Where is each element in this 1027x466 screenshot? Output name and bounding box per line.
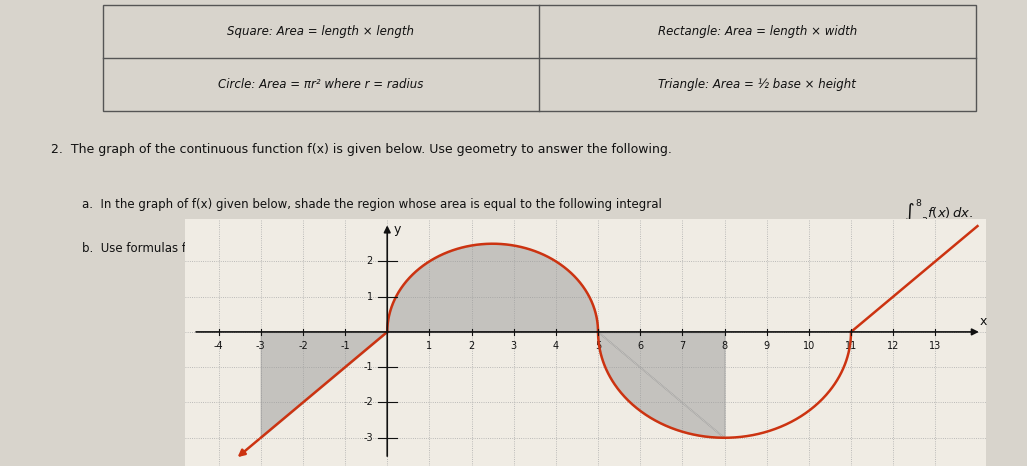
Text: 2.  The graph of the continuous function f(x) is given below. Use geometry to an: 2. The graph of the continuous function … <box>51 143 673 156</box>
Text: 1: 1 <box>367 292 373 302</box>
Text: -3: -3 <box>364 433 373 443</box>
Text: -2: -2 <box>298 341 308 351</box>
Text: -3: -3 <box>256 341 266 351</box>
Text: $\int_{-3}^{8} f(x)\,dx.$: $\int_{-3}^{8} f(x)\,dx.$ <box>688 267 757 296</box>
Text: 1: 1 <box>426 341 432 351</box>
Text: -1: -1 <box>364 362 373 372</box>
Text: 3: 3 <box>510 341 517 351</box>
Text: 10: 10 <box>803 341 815 351</box>
Text: 12: 12 <box>887 341 900 351</box>
Text: -1: -1 <box>340 341 350 351</box>
Text: y: y <box>393 223 401 235</box>
Text: 7: 7 <box>679 341 685 351</box>
Text: 6: 6 <box>637 341 643 351</box>
Text: $\int_{-3}^{8} f(x)\,dx.$: $\int_{-3}^{8} f(x)\,dx.$ <box>904 198 973 227</box>
Text: 9: 9 <box>764 341 770 351</box>
Text: 11: 11 <box>845 341 858 351</box>
Text: b.  Use formulas for the areas of shapes to evaluate the definite integral: b. Use formulas for the areas of shapes … <box>82 242 511 255</box>
Text: 2: 2 <box>468 341 474 351</box>
Text: Square: Area = length × length: Square: Area = length × length <box>227 25 415 38</box>
Text: 13: 13 <box>929 341 942 351</box>
Text: x: x <box>980 315 988 328</box>
Text: Triangle: Area = ½ base × height: Triangle: Area = ½ base × height <box>658 78 857 91</box>
Bar <box>103 5 976 111</box>
Text: 5: 5 <box>595 341 601 351</box>
Text: -2: -2 <box>364 397 373 407</box>
Text: a.  In the graph of f(x) given below, shade the region whose area is equal to th: a. In the graph of f(x) given below, sha… <box>82 198 662 211</box>
Text: 8: 8 <box>721 341 727 351</box>
Text: 4: 4 <box>553 341 559 351</box>
Text: -4: -4 <box>214 341 224 351</box>
Text: Circle: Area = πr² where r = radius: Circle: Area = πr² where r = radius <box>219 78 423 91</box>
Text: 2: 2 <box>367 256 373 267</box>
Text: Rectangle: Area = length × width: Rectangle: Area = length × width <box>657 25 858 38</box>
